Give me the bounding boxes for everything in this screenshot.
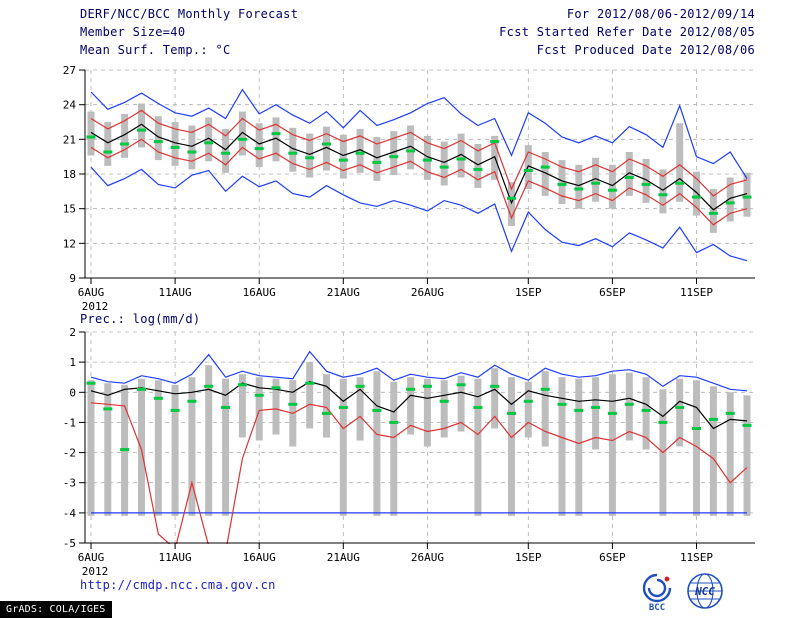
precipitation-max-line: [90, 350, 748, 392]
temp-panel-label: Mean Surf. Temp.: °C: [80, 43, 231, 57]
svg-text:21AUG: 21AUG: [327, 551, 360, 564]
svg-text:1SEP: 1SEP: [515, 551, 542, 564]
grads-credit-badge: GrADS: COLA/IGES: [0, 601, 112, 618]
fcst-started-label: Fcst Started Refer Date 2012/08/05: [499, 25, 755, 39]
svg-text:21AUG: 21AUG: [327, 286, 360, 299]
precipitation-mean-minus-std-line: [90, 402, 748, 544]
bcc-dot-icon: [664, 576, 670, 582]
prec-panel-label: Prec.: log(mm/d): [80, 312, 201, 326]
temp-median-markers: [86, 128, 752, 215]
surface-temperature-ensemble-mean-line: [90, 123, 748, 211]
surface-temperature-mean-plus-std-line: [90, 109, 748, 197]
svg-text:11AUG: 11AUG: [159, 551, 192, 564]
svg-text:2012: 2012: [82, 565, 109, 578]
svg-text:-5: -5: [63, 537, 76, 550]
ncc-logo-label: NCC: [694, 585, 715, 598]
ncc-latitude-lines-icon: [688, 582, 722, 600]
surface-temperature-mean-minus-std-line: [90, 138, 748, 226]
svg-text:26AUG: 26AUG: [411, 551, 444, 564]
ncc-logo: NCC: [687, 573, 723, 609]
svg-text:11AUG: 11AUG: [159, 286, 192, 299]
svg-text:2: 2: [69, 326, 76, 339]
svg-text:15: 15: [63, 203, 76, 216]
svg-text:0: 0: [69, 386, 76, 399]
svg-text:6SEP: 6SEP: [599, 286, 626, 299]
svg-text:11SEP: 11SEP: [680, 551, 713, 564]
svg-text:6AUG: 6AUG: [78, 551, 105, 564]
svg-text:11SEP: 11SEP: [680, 286, 713, 299]
svg-text:1SEP: 1SEP: [515, 286, 542, 299]
page-title: DERF/NCC/BCC Monthly Forecast: [80, 7, 299, 21]
ncc-meridian-icon: [696, 573, 714, 609]
fcst-produced-label: Fcst Produced Date 2012/08/06: [536, 43, 755, 57]
surface-temperature-max-line: [90, 88, 748, 179]
svg-text:16AUG: 16AUG: [243, 286, 276, 299]
svg-text:18: 18: [63, 168, 76, 181]
precipitation-ensemble-mean-line: [90, 381, 748, 430]
svg-text:24: 24: [63, 99, 77, 112]
prec-spread-bars: [87, 362, 751, 516]
prec-median-markers: [86, 381, 752, 452]
svg-text:21: 21: [63, 133, 76, 146]
bcc-logo-label: BCC: [649, 603, 665, 612]
bcc-swirl-icon: [642, 573, 672, 603]
svg-text:-1: -1: [63, 416, 76, 429]
bcc-logo: BCC: [642, 573, 672, 612]
svg-text:6AUG: 6AUG: [78, 286, 105, 299]
svg-text:27: 27: [63, 64, 76, 77]
surface-temperature-min-line: [90, 166, 748, 262]
svg-text:-2: -2: [63, 447, 76, 460]
cmdp-link[interactable]: http://cmdp.ncc.cma.gov.cn: [80, 578, 276, 592]
temp-spread-bars: [87, 103, 751, 233]
svg-text:1: 1: [69, 356, 76, 369]
svg-text:6SEP: 6SEP: [599, 551, 626, 564]
svg-text:-3: -3: [63, 477, 76, 490]
surface-temperature-panel: 9 12 15 18 21 24 27 6AUG 11AUG 16AUG 21AUG 26AUG 1SE…: [63, 64, 755, 313]
member-size-label: Member Size=40: [80, 25, 186, 39]
forecast-date-range: For 2012/08/06-2012/09/14: [566, 7, 755, 21]
bcc-inner-swirl-icon: [647, 578, 667, 598]
svg-text:2012: 2012: [82, 300, 109, 313]
svg-text:12: 12: [63, 237, 76, 250]
svg-text:9: 9: [69, 272, 76, 285]
svg-text:16AUG: 16AUG: [243, 551, 276, 564]
svg-text:-4: -4: [63, 507, 77, 520]
svg-text:26AUG: 26AUG: [411, 286, 444, 299]
